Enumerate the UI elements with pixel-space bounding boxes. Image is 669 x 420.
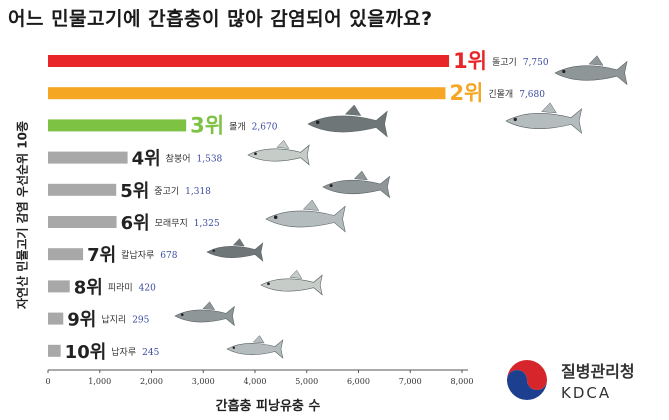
rank-label: 10위: [65, 342, 107, 363]
rank-label: 6위: [121, 213, 150, 234]
fish-name-label: 참붕어: [166, 154, 191, 165]
fish-illustration: [322, 170, 391, 199]
fish-name-label: 중고기: [154, 186, 179, 197]
rank-label: 7위: [87, 245, 116, 266]
logo-name-korean: 질병관리청: [561, 362, 635, 381]
value-label: 1,318: [185, 187, 211, 197]
logo-name-english: KDCA: [561, 384, 611, 402]
value-label: 245: [142, 348, 159, 358]
rank-label: 3위: [190, 113, 224, 137]
fish-illustration: [265, 199, 346, 233]
value-label: 1,325: [194, 219, 220, 229]
bar: [48, 280, 70, 293]
value-label: 2,670: [252, 122, 278, 132]
bar: [48, 248, 84, 261]
fish-name-label: 몰개: [229, 121, 246, 132]
bar: [48, 151, 128, 164]
bar: [48, 344, 61, 357]
taegeuk-icon: [507, 360, 547, 400]
bar: [48, 183, 117, 196]
x-tick-label: 2,000: [140, 377, 163, 386]
x-tick-label: 7,000: [399, 377, 422, 386]
x-tick-label: 8,000: [451, 377, 474, 386]
fish-illustration: [247, 139, 310, 166]
fish-illustration: [554, 55, 628, 86]
rank-label: 8위: [74, 277, 103, 298]
x-tick-label: 3,000: [192, 377, 215, 386]
x-tick-label: 6,000: [347, 377, 370, 386]
rank-label: 9위: [67, 310, 96, 331]
value-label: 7,750: [523, 58, 549, 68]
value-label: 295: [132, 316, 149, 326]
rank-label: 5위: [120, 181, 149, 202]
x-tick-label: 1,000: [88, 377, 111, 386]
bar: [48, 87, 446, 100]
value-label: 7,680: [519, 90, 545, 100]
fish-name-label: 납자루: [111, 347, 136, 358]
kdca-logo: 질병관리청 KDCA: [507, 360, 635, 402]
rank-label: 4위: [132, 149, 161, 170]
x-axis-label: 간흡충 피낭유충 수: [215, 399, 321, 414]
bar: [48, 216, 117, 228]
fish-name-label: 돌고기: [492, 57, 517, 68]
bar: [48, 312, 64, 325]
fish-name-label: 모래무지: [155, 218, 188, 229]
fish-illustration: [226, 335, 284, 359]
fish-name-label: 긴몰개: [488, 89, 513, 100]
fish-illustration: [307, 104, 388, 138]
fish-illustration: [206, 238, 264, 262]
rank-label: 1위: [453, 49, 487, 73]
fish-illustration: [260, 269, 323, 296]
value-label: 1,538: [197, 155, 223, 165]
rank-label: 2위: [449, 81, 483, 105]
fish-illustration: [505, 102, 583, 134]
bar: [48, 119, 187, 132]
value-label: 678: [160, 251, 177, 261]
value-label: 420: [139, 283, 156, 293]
fish-illustration: [174, 301, 235, 327]
bar: [48, 55, 450, 67]
x-tick-label: 4,000: [244, 377, 267, 386]
x-tick-label: 5,000: [295, 377, 318, 386]
fish-name-label: 칼납자루: [121, 250, 154, 261]
x-tick-label: 0: [45, 377, 50, 386]
fish-name-label: 납지리: [101, 315, 126, 326]
chart-title: 어느 민물고기에 간흡충이 많아 감염되어 있을까요?: [8, 8, 433, 30]
fish-name-label: 피라미: [108, 282, 133, 293]
